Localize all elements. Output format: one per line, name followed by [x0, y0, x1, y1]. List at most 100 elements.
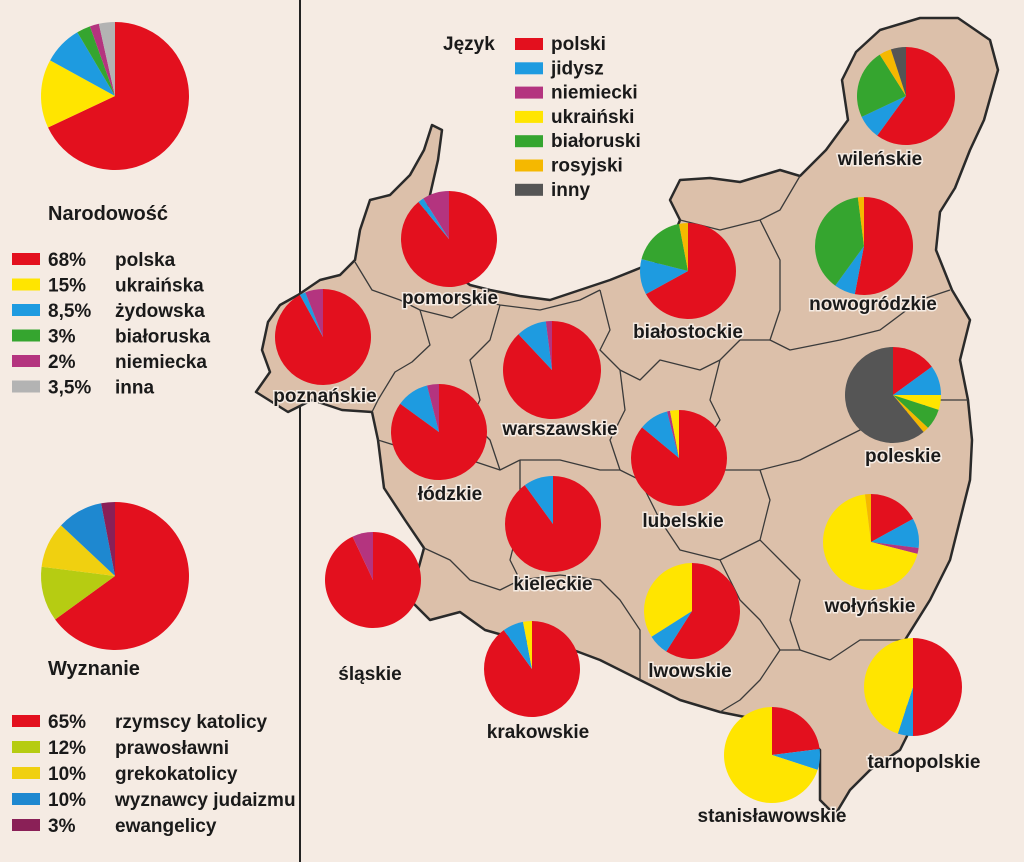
region-lubelskie-slice-polski — [631, 410, 727, 507]
nationality-swatch — [12, 355, 40, 367]
region-tarnopolskie-pie — [864, 638, 962, 736]
religion-swatch — [12, 741, 40, 753]
region-bialostockie-slice-rosyjski — [679, 223, 688, 271]
nationality-slice-inna — [98, 22, 115, 96]
region-bialostockie-slice-polski — [645, 223, 736, 319]
region-warszawskie-slice-niemiecki — [545, 321, 552, 370]
region-krakowskie-slice-ukrainski — [523, 621, 532, 669]
region-bialostockie-pie — [639, 223, 736, 319]
nationality-pct: 15% — [48, 276, 86, 297]
region-poleskie-slice-jidysz — [893, 366, 941, 395]
religion-label: prawosławni — [115, 738, 229, 759]
nationality-label: ukraińska — [115, 276, 204, 297]
region-poleskie-slice-bialoruski — [893, 395, 939, 428]
religion-pct: 10% — [48, 790, 86, 811]
region-poznanskie-label: poznańskie — [273, 386, 376, 407]
region-wilenskie-slice-jidysz — [861, 96, 906, 136]
region-wolynskie-slice-jidysz — [871, 518, 919, 549]
nationality-pie — [41, 22, 189, 170]
region-lubelskie-slice-niemiecki — [667, 410, 679, 458]
nationality-slice-bialoruska — [77, 26, 115, 96]
nationality-slice-polska — [48, 22, 189, 170]
region-wilenskie-label: wileńskie — [837, 149, 923, 170]
region-lubelskie-slice-jidysz — [642, 411, 679, 458]
region-wolynskie-slice-rosyjski — [864, 494, 871, 542]
region-lodzkie-slice-jidysz — [400, 385, 439, 432]
region-nowogrodzkie-slice-bialoruski — [814, 197, 864, 286]
language-swatch-inny — [515, 183, 543, 196]
language-swatch-polski — [515, 38, 543, 50]
religion-pct: 3% — [48, 816, 76, 837]
religion-title: Wyznanie — [48, 658, 140, 680]
region-wolynskie-label: wołyńskie — [824, 596, 916, 617]
region-poznanskie-slice-jidysz — [299, 292, 323, 337]
religion-swatch — [12, 793, 40, 805]
religion-swatch — [12, 767, 40, 779]
language-swatch-niemiecki — [515, 86, 543, 99]
region-wolynskie-slice-niemiecki — [871, 542, 919, 554]
language-label-ukrainski: ukraiński — [551, 107, 634, 128]
region-wilenskie-slice-polski — [877, 47, 955, 145]
language-legend: Język polski jidysz niemiecki ukraiński biało… — [443, 34, 641, 201]
language-label-bialoruski: białoruski — [551, 131, 641, 152]
region-stanislawowskie-slice-polski — [772, 707, 820, 755]
region-krakowskie-label: krakowskie — [487, 722, 589, 743]
nationality-swatch — [12, 278, 40, 291]
nationality-pct: 3% — [48, 327, 76, 348]
region-bialostockie-slice-bialoruski — [641, 223, 688, 271]
region-poleskie-slice-rosyjski — [893, 395, 928, 432]
region-poznanskie-slice-niemiecki — [305, 289, 323, 337]
region-bialostockie-label: białostockie — [633, 322, 743, 343]
region-kieleckie-label: kieleckie — [513, 574, 592, 595]
religion-label: wyznawcy judaizmu — [114, 790, 296, 811]
region-poleskie-label: poleskie — [865, 446, 941, 467]
region-stanislawowskie-slice-jidysz — [772, 748, 821, 770]
region-tarnopolskie-slice-polski — [913, 638, 962, 736]
religion-pct: 12% — [48, 738, 86, 759]
nationality-slice-niemiecka — [89, 23, 115, 97]
region-nowogrodzkie-slice-rosyjski — [857, 197, 864, 246]
region-poleskie-pie — [845, 347, 941, 444]
region-lwowskie-pie — [644, 563, 741, 660]
nationality-swatch — [12, 380, 40, 393]
region-stanislawowskie-label: stanisławowskie — [698, 806, 847, 827]
region-lodzkie-slice-niemiecki — [427, 384, 439, 432]
region-nowogrodzkie-slice-polski — [854, 197, 913, 296]
religion-swatch — [12, 819, 40, 831]
region-slaskie-label: śląskie — [338, 664, 401, 685]
nationality-swatch — [12, 304, 40, 316]
nationality-slice-ukrainska — [41, 60, 115, 128]
region-lubelskie-label: lubelskie — [642, 511, 723, 532]
nationality-label: białoruska — [115, 327, 210, 348]
religion-slice-ewangelicy — [101, 502, 115, 576]
religion-slice-wyznawcy-judaizmu — [61, 503, 115, 576]
region-poznanskie-pie — [275, 289, 372, 386]
region-poleskie-slice-ukrainski — [893, 395, 941, 410]
language-swatch-rosyjski — [515, 159, 543, 172]
nationality-title: Narodowość — [48, 203, 168, 225]
region-tarnopolskie-label: tarnopolskie — [868, 752, 981, 773]
nationality-swatch — [12, 253, 40, 265]
nationality-slice-zydowska — [50, 32, 115, 96]
region-lwowskie-slice-jidysz — [651, 611, 692, 652]
language-swatch-bialoruski — [515, 135, 543, 148]
side-panel: Narodowość 68% polska 15% ukraińska 8,5% żydow… — [12, 22, 296, 837]
region-kieleckie-slice-jidysz — [524, 476, 553, 524]
region-pomorskie-pie — [401, 191, 498, 288]
region-poleskie-slice-polski — [893, 347, 932, 395]
nationality-pct: 2% — [48, 352, 76, 373]
region-lwowskie-label: lwowskie — [648, 661, 731, 682]
nationality-label: niemiecka — [115, 352, 207, 373]
region-stanislawowskie-pie — [723, 707, 821, 804]
language-label-jidysz: jidysz — [550, 58, 604, 79]
nationality-label: polska — [115, 250, 176, 271]
region-bialostockie-slice-jidysz — [639, 259, 688, 295]
region-wilenskie-slice-bialoruski — [857, 54, 906, 117]
region-lubelskie-pie — [631, 410, 727, 507]
region-tarnopolskie-slice-ukrainski — [864, 638, 913, 734]
region-krakowskie-slice-jidysz — [503, 621, 532, 669]
religion-slice-rzymscy-katolicy — [55, 502, 190, 651]
religion-label: grekokatolicy — [115, 764, 238, 785]
region-wilenskie-slice-rosyjski — [879, 49, 906, 96]
